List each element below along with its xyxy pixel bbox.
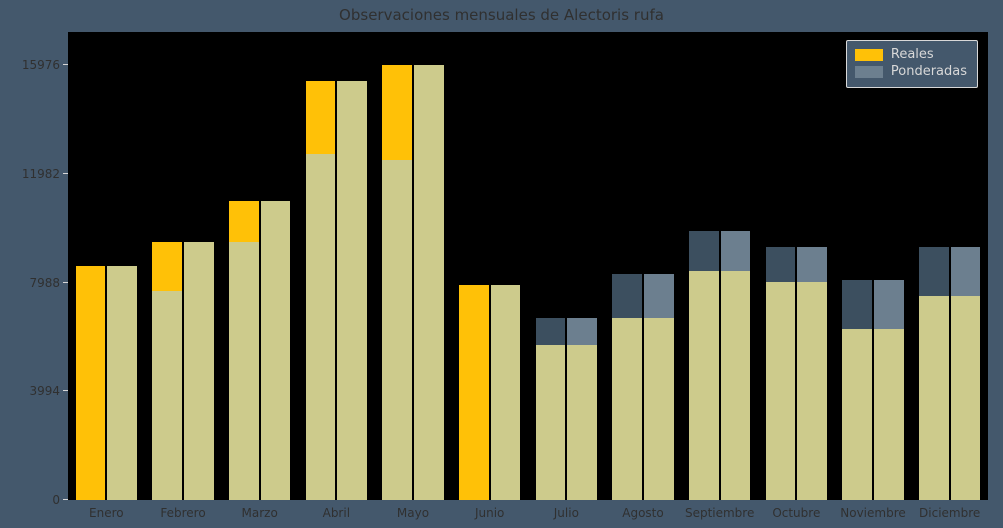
bar-reales [689,271,719,500]
x-tick-label: Enero [89,500,124,520]
x-tick-label: Junio [475,500,504,520]
y-tick-mark [63,282,68,283]
bar-ponderadas-lower [874,329,904,500]
y-tick-label: 15976 [22,58,68,72]
x-tick-label: Septiembre [685,500,754,520]
figure: Observaciones mensuales de Alectoris ruf… [0,0,1003,528]
bar-ponderadas-lower [644,318,674,500]
bar-ponderadas-lower [797,282,827,500]
x-tick-label: Diciembre [919,500,980,520]
bar-reales [919,296,949,500]
x-tick-label: Julio [554,500,579,520]
bar-reales [612,318,642,500]
chart-title: Observaciones mensuales de Alectoris ruf… [0,6,1003,24]
x-tick-label: Marzo [242,500,278,520]
x-tick-label: Mayo [397,500,429,520]
x-tick-label: Noviembre [840,500,906,520]
legend-label-ponderadas: Ponderadas [891,64,967,81]
legend-swatch-ponderadas [855,66,883,78]
x-tick-label: Agosto [622,500,663,520]
bar-reales-lower [382,160,412,500]
x-tick-label: Octubre [772,500,820,520]
x-tick-label: Abril [323,500,350,520]
legend-row-ponderadas: Ponderadas [855,64,967,81]
x-tick-label: Febrero [160,500,205,520]
bar-reales-lower [306,154,336,500]
y-tick-label: 7988 [29,276,68,290]
y-tick-label: 3994 [29,384,68,398]
bar-ponderadas-lower [721,271,751,500]
bar-reales [536,345,566,500]
legend-row-reales: Reales [855,47,967,64]
y-tick-label: 0 [52,493,68,507]
bar-ponderadas [107,266,137,500]
bar-reales [766,282,796,500]
bar-ponderadas [491,285,521,500]
bar-reales [842,329,872,500]
bar-reales [76,266,106,500]
plot-area: RealesPonderadas 0399479881198215976Ener… [68,32,988,500]
bar-ponderadas-lower [567,345,597,500]
bar-ponderadas [337,154,367,500]
legend-swatch-reales [855,49,883,61]
bar-reales [459,285,489,500]
legend-label-reales: Reales [891,47,934,64]
y-tick-mark [63,499,68,500]
bar-ponderadas [261,242,291,500]
bar-reales-lower [229,242,259,500]
legend: RealesPonderadas [846,40,978,88]
bar-ponderadas-lower [951,296,981,500]
bar-reales-lower [152,291,182,501]
bar-ponderadas [184,291,214,501]
bar-ponderadas [414,160,444,500]
y-tick-mark [63,173,68,174]
y-tick-label: 11982 [22,167,68,181]
y-tick-mark [63,390,68,391]
y-tick-mark [63,64,68,65]
